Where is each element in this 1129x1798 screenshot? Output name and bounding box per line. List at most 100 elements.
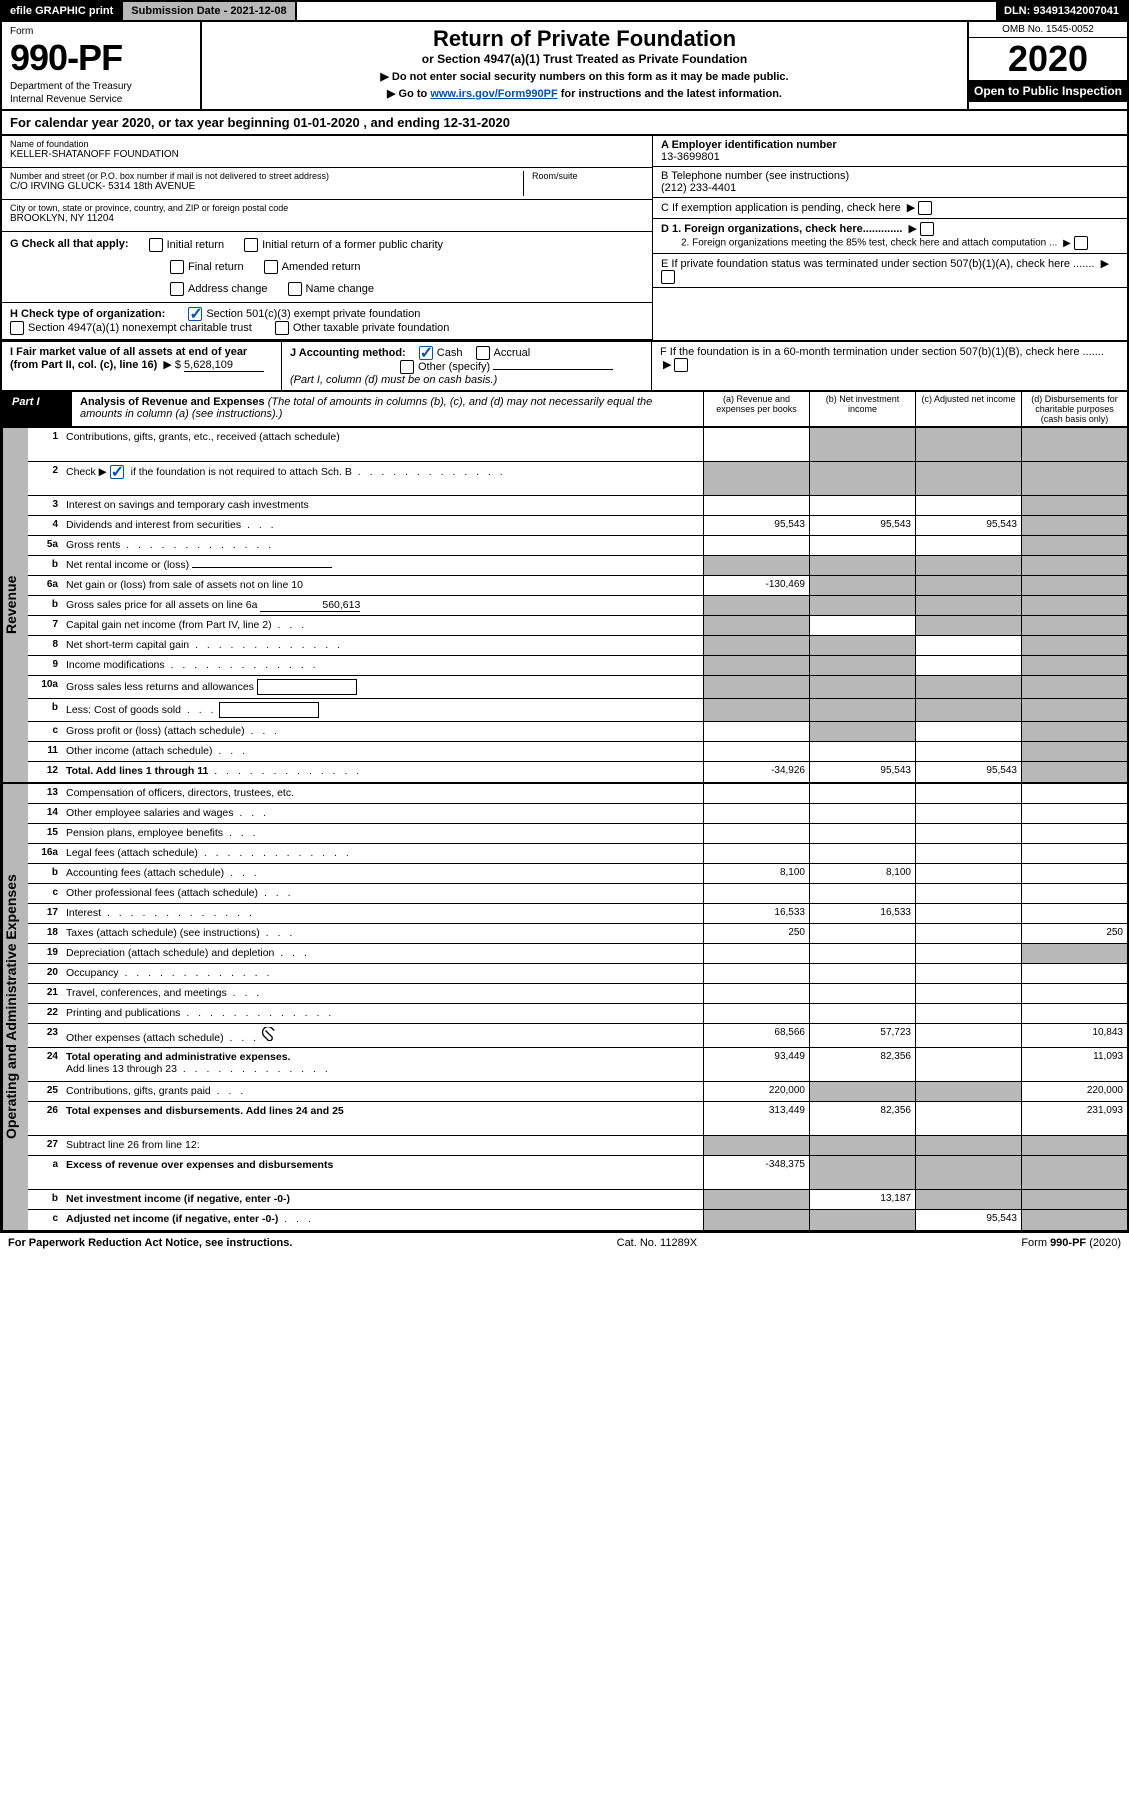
r10a: Gross sales less returns and allowances bbox=[62, 676, 703, 698]
h-other-tax[interactable]: Other taxable private foundation bbox=[275, 322, 450, 334]
part1-title: Analysis of Revenue and Expenses (The to… bbox=[72, 392, 703, 426]
form-title: Return of Private Foundation bbox=[212, 26, 957, 52]
r5a: Gross rents bbox=[62, 536, 703, 555]
revenue-table: Revenue 1Contributions, gifts, grants, e… bbox=[0, 428, 1129, 784]
col-d-hdr: (d) Disbursements for charitable purpose… bbox=[1021, 392, 1127, 426]
city-label: City or town, state or province, country… bbox=[10, 203, 644, 213]
r10c: Gross profit or (loss) (attach schedule) bbox=[62, 722, 703, 741]
efile-label[interactable]: efile GRAPHIC print bbox=[2, 2, 121, 20]
g-final[interactable]: Final return bbox=[170, 260, 244, 274]
dept-irs: Internal Revenue Service bbox=[10, 94, 192, 105]
h-label: H Check type of organization: bbox=[10, 308, 165, 320]
part1-header: Part I Analysis of Revenue and Expenses … bbox=[0, 392, 1129, 428]
r7: Capital gain net income (from Part IV, l… bbox=[62, 616, 703, 635]
foundation-name-row: Name of foundation KELLER-SHATANOFF FOUN… bbox=[2, 136, 652, 168]
r22: Printing and publications bbox=[62, 1004, 703, 1023]
spacer bbox=[297, 2, 996, 20]
r4: Dividends and interest from securities bbox=[62, 516, 703, 535]
room-label: Room/suite bbox=[532, 171, 644, 181]
j-other[interactable]: Other (specify) bbox=[400, 361, 490, 373]
r18: Taxes (attach schedule) (see instruction… bbox=[62, 924, 703, 943]
e-checkbox[interactable] bbox=[661, 270, 675, 284]
r8: Net short-term capital gain bbox=[62, 636, 703, 655]
top-bar: efile GRAPHIC print Submission Date - 20… bbox=[0, 0, 1129, 22]
page-footer: For Paperwork Reduction Act Notice, see … bbox=[0, 1232, 1129, 1253]
r16c: Other professional fees (attach schedule… bbox=[62, 884, 703, 903]
r2: Check ▶ if the foundation is not require… bbox=[62, 462, 703, 495]
header-left: Form 990-PF Department of the Treasury I… bbox=[2, 22, 202, 109]
r11: Other income (attach schedule) bbox=[62, 742, 703, 761]
identity-left: Name of foundation KELLER-SHATANOFF FOUN… bbox=[2, 136, 652, 340]
addr-label: Number and street (or P.O. box number if… bbox=[10, 171, 515, 181]
r6b: Gross sales price for all assets on line… bbox=[62, 596, 703, 615]
name-label: Name of foundation bbox=[10, 139, 644, 149]
form-note-1: ▶ Do not enter social security numbers o… bbox=[212, 70, 957, 83]
d1-checkbox[interactable] bbox=[920, 222, 934, 236]
address-row: Number and street (or P.O. box number if… bbox=[2, 168, 652, 200]
attachment-icon[interactable] bbox=[262, 1027, 276, 1041]
r9: Income modifications bbox=[62, 656, 703, 675]
calendar-year-line: For calendar year 2020, or tax year begi… bbox=[0, 111, 1129, 136]
h-row: H Check type of organization: Section 50… bbox=[2, 303, 652, 340]
f-cell: F If the foundation is in a 60-month ter… bbox=[652, 342, 1127, 390]
footer-mid: Cat. No. 11289X bbox=[617, 1237, 698, 1249]
r27b: Net investment income (if negative, ente… bbox=[62, 1190, 703, 1209]
r27: Subtract line 26 from line 12: bbox=[62, 1136, 703, 1155]
g-name-chg[interactable]: Name change bbox=[288, 282, 375, 296]
footer-right: Form 990-PF (2020) bbox=[1021, 1237, 1121, 1249]
r21: Travel, conferences, and meetings bbox=[62, 984, 703, 1003]
ijf-block: I Fair market value of all assets at end… bbox=[0, 342, 1129, 392]
j-accrual[interactable]: Accrual bbox=[476, 347, 531, 359]
expenses-table: Operating and Administrative Expenses 13… bbox=[0, 784, 1129, 1232]
r10b: Less: Cost of goods sold bbox=[62, 699, 703, 721]
g-initial-pub[interactable]: Initial return of a former public charit… bbox=[244, 238, 443, 252]
form-note-2: ▶ Go to www.irs.gov/Form990PF for instru… bbox=[212, 87, 957, 100]
r15: Pension plans, employee benefits bbox=[62, 824, 703, 843]
j-cash[interactable]: Cash bbox=[419, 347, 463, 359]
dln: DLN: 93491342007041 bbox=[996, 2, 1127, 20]
dept-treasury: Department of the Treasury bbox=[10, 81, 192, 92]
h-4947[interactable]: Section 4947(a)(1) nonexempt charitable … bbox=[10, 322, 252, 334]
c-text: C If exemption application is pending, c… bbox=[661, 202, 901, 214]
identity-block: Name of foundation KELLER-SHATANOFF FOUN… bbox=[0, 136, 1129, 342]
d-row: D 1. Foreign organizations, check here..… bbox=[653, 219, 1127, 254]
submission-date: Submission Date - 2021-12-08 bbox=[121, 2, 296, 20]
e-text: E If private foundation status was termi… bbox=[661, 258, 1095, 270]
j-cell: J Accounting method: Cash Accrual Other … bbox=[282, 342, 652, 390]
irs-link[interactable]: www.irs.gov/Form990PF bbox=[430, 88, 557, 100]
r2-checkbox[interactable] bbox=[110, 465, 124, 479]
ein: 13-3699801 bbox=[661, 151, 720, 163]
r17: Interest bbox=[62, 904, 703, 923]
r5b: Net rental income or (loss) bbox=[62, 556, 703, 575]
g-check-row: G Check all that apply: Initial return I… bbox=[2, 232, 652, 303]
d2-checkbox[interactable] bbox=[1074, 236, 1088, 250]
r27c: Adjusted net income (if negative, enter … bbox=[62, 1210, 703, 1230]
d2-text: 2. Foreign organizations meeting the 85%… bbox=[681, 238, 1057, 249]
j-note: (Part I, column (d) must be on cash basi… bbox=[290, 374, 497, 386]
part1-label: Part I bbox=[2, 392, 72, 426]
open-to-public: Open to Public Inspection bbox=[969, 80, 1127, 102]
r6a: Net gain or (loss) from sale of assets n… bbox=[62, 576, 703, 595]
note2-post: for instructions and the latest informat… bbox=[561, 88, 782, 100]
r23: Other expenses (attach schedule) bbox=[62, 1024, 703, 1047]
h-501c3[interactable]: Section 501(c)(3) exempt private foundat… bbox=[188, 308, 420, 320]
g-addr-chg[interactable]: Address change bbox=[170, 282, 268, 296]
r20: Occupancy bbox=[62, 964, 703, 983]
r24: Total operating and administrative expen… bbox=[62, 1048, 703, 1081]
r12: Total. Add lines 1 through 11 bbox=[62, 762, 703, 782]
phone-row: B Telephone number (see instructions) (2… bbox=[653, 167, 1127, 198]
g-initial[interactable]: Initial return bbox=[149, 238, 224, 252]
col-a-hdr: (a) Revenue and expenses per books bbox=[703, 392, 809, 426]
c-checkbox[interactable] bbox=[918, 201, 932, 215]
col-b-hdr: (b) Net investment income bbox=[809, 392, 915, 426]
ein-row: A Employer identification number 13-3699… bbox=[653, 136, 1127, 167]
header-right: OMB No. 1545-0052 2020 Open to Public In… bbox=[967, 22, 1127, 109]
g-amended[interactable]: Amended return bbox=[264, 260, 361, 274]
r1: Contributions, gifts, grants, etc., rece… bbox=[62, 428, 703, 461]
f-checkbox[interactable] bbox=[674, 358, 688, 372]
expenses-side-label: Operating and Administrative Expenses bbox=[2, 784, 28, 1230]
city: BROOKLYN, NY 11204 bbox=[10, 213, 644, 224]
r19: Depreciation (attach schedule) and deple… bbox=[62, 944, 703, 963]
g-label: G Check all that apply: bbox=[10, 238, 129, 250]
form-number: 990-PF bbox=[10, 37, 192, 79]
